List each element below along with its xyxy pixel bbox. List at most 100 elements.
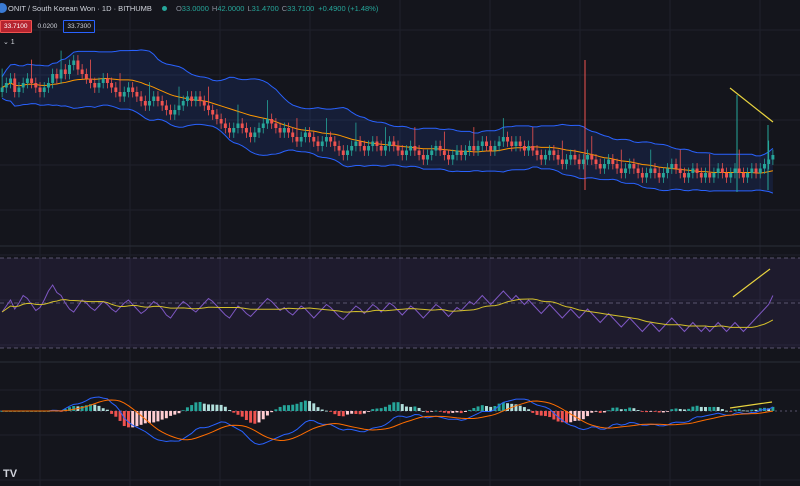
symbol-title[interactable]: ONIT / South Korean Won · 1D · BITHUMB — [8, 3, 152, 13]
candle-body — [194, 96, 198, 101]
macd-histogram-bar — [232, 411, 236, 413]
macd-histogram-bar — [287, 405, 290, 411]
macd-histogram-bar — [531, 411, 535, 413]
macd-histogram-bar — [223, 406, 227, 411]
macd-histogram-bar — [522, 407, 526, 411]
tradingview-logo[interactable]: TV — [3, 468, 18, 480]
macd-histogram-bar — [207, 404, 210, 411]
macd-histogram-bar — [173, 411, 177, 415]
macd-histogram-bar — [447, 411, 451, 414]
candle-body — [421, 155, 425, 160]
buy-button[interactable]: 33.7300 — [63, 20, 95, 33]
candle-body — [207, 105, 210, 110]
macd-histogram-bar — [535, 411, 539, 415]
macd-histogram-bar — [114, 411, 118, 417]
macd-histogram-bar — [565, 411, 568, 423]
candle-body — [434, 146, 438, 151]
macd-histogram-bar — [265, 411, 269, 416]
candle-body — [518, 141, 522, 146]
sell-button[interactable]: 33.7100 — [0, 20, 32, 33]
candle-body — [569, 155, 573, 160]
candle-body — [291, 132, 295, 137]
candle-body — [581, 159, 585, 164]
macd-histogram-bar — [666, 411, 670, 412]
macd-histogram-bar — [367, 411, 371, 412]
candle-body — [493, 146, 497, 151]
macd-histogram-bar — [143, 411, 147, 424]
candle-body — [354, 141, 358, 146]
candle-body — [678, 168, 682, 173]
macd-histogram-bar — [139, 411, 143, 425]
candle-body — [611, 159, 615, 164]
collapse-indicators-button[interactable]: ⌄ 1 — [3, 39, 15, 46]
candle-body — [25, 78, 29, 83]
candle-body — [670, 164, 674, 169]
macd-histogram-bar — [257, 411, 261, 423]
candle-body — [531, 146, 535, 151]
macd-histogram-bar — [708, 406, 712, 411]
candle-body — [63, 69, 67, 74]
candle-body — [577, 159, 581, 164]
candle-body — [716, 168, 720, 173]
macd-histogram-bar — [687, 408, 691, 411]
candle-body — [329, 137, 333, 142]
candle-body — [156, 96, 160, 101]
macd-histogram-bar — [131, 411, 135, 428]
macd-histogram-bar — [581, 411, 585, 420]
candle-body — [9, 78, 13, 83]
candle-body — [666, 168, 670, 173]
candle-body — [762, 164, 766, 169]
candle-body — [181, 101, 185, 106]
candle-body — [560, 159, 564, 164]
rsi-line — [1, 284, 774, 333]
candle-body — [404, 150, 408, 155]
macd-histogram-bar — [594, 411, 598, 412]
macd-histogram-bar — [754, 409, 758, 411]
open-label: O — [175, 3, 182, 13]
candle-body — [712, 173, 716, 178]
macd-histogram-bar — [750, 409, 754, 411]
macd-histogram-bar — [105, 409, 109, 411]
macd-histogram-bar — [607, 410, 611, 412]
macd-histogram-bar — [299, 402, 303, 411]
candle-body — [110, 83, 114, 88]
candle-body — [708, 173, 712, 178]
macd-histogram-bar — [169, 411, 173, 416]
quote-row: 33.7100 0.0200 33.7300 — [0, 20, 95, 33]
macd-histogram-bar — [270, 411, 274, 413]
candle-body — [687, 173, 691, 178]
macd-histogram-bar — [362, 411, 366, 414]
candle-body — [122, 92, 126, 97]
macd-signal-line — [2, 399, 773, 441]
macd-trendline — [729, 401, 773, 409]
candle-body — [101, 78, 105, 83]
macd-histogram-bar — [704, 407, 707, 411]
coin-logo-icon — [0, 3, 7, 13]
macd-histogram-bar — [333, 411, 337, 415]
candle-body — [278, 128, 282, 133]
candle-body — [84, 74, 88, 79]
macd-histogram-bar — [619, 409, 623, 411]
macd-histogram-bar — [316, 407, 320, 411]
candle-body — [640, 173, 644, 178]
candle-body — [126, 87, 130, 92]
macd-histogram-bar — [383, 406, 387, 411]
candle-body — [97, 83, 101, 88]
macd-histogram-bar — [295, 403, 299, 411]
candle-body — [535, 150, 539, 155]
candle-body — [30, 78, 34, 83]
candle-body — [619, 168, 623, 173]
candle-body — [388, 141, 392, 146]
macd-histogram-bar — [645, 411, 649, 413]
candle-body — [0, 87, 4, 92]
candle-body — [274, 123, 278, 128]
candle-body — [442, 150, 446, 155]
candle-body — [215, 114, 219, 119]
macd-histogram-bar — [527, 409, 531, 411]
macd-histogram-bar — [678, 408, 682, 411]
macd-histogram-bar — [354, 411, 358, 414]
spread-value: 0.0200 — [37, 23, 58, 30]
candle-body — [430, 150, 434, 155]
macd-histogram-bar — [346, 411, 349, 415]
